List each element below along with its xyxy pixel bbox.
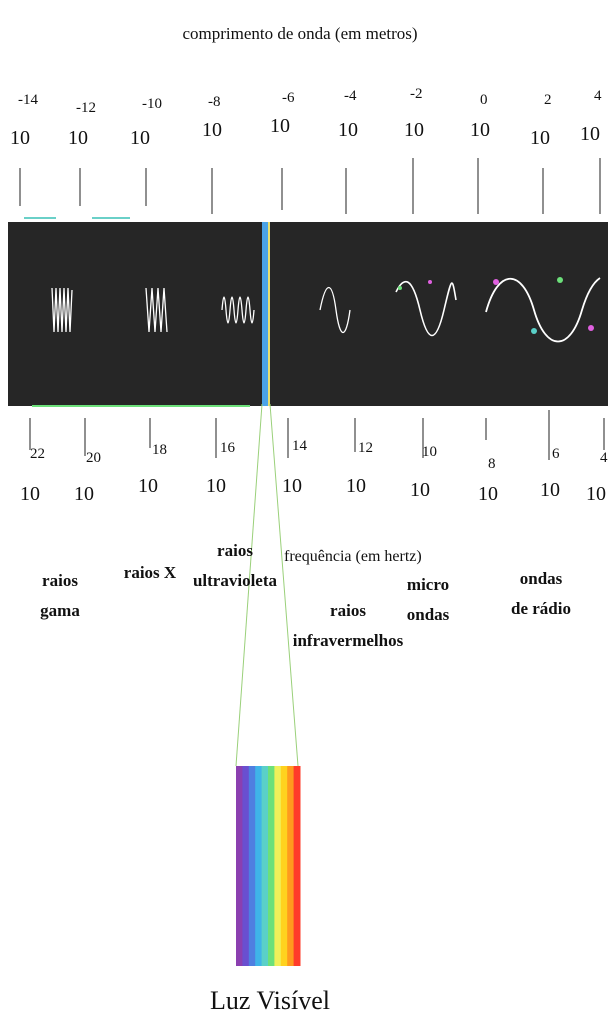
visible-spectrum-stripe bbox=[268, 766, 275, 966]
band-label-xray: raios X bbox=[110, 558, 190, 588]
band-label-line: ondas bbox=[519, 569, 563, 588]
band-label-line: micro bbox=[406, 575, 450, 594]
ir-wave bbox=[319, 287, 351, 333]
visible-spectrum-stripe bbox=[236, 766, 243, 966]
projection-line-right bbox=[269, 403, 299, 767]
wave-dot bbox=[531, 328, 537, 334]
visible-strip bbox=[262, 222, 268, 406]
projection-line-left bbox=[235, 403, 263, 767]
frequency-axis-title: frequência (em hertz) bbox=[284, 548, 422, 565]
wave-dots bbox=[398, 277, 594, 334]
gamma-wave bbox=[51, 287, 73, 333]
visible-spectrum-stripe bbox=[293, 766, 301, 966]
band-label-radio: ondas de rádio bbox=[498, 564, 584, 624]
visible-spectrum-stripe bbox=[287, 766, 295, 966]
band-label-line: de rádio bbox=[511, 599, 571, 618]
visible-strip-edge bbox=[268, 222, 270, 406]
visible-light-spectrum bbox=[236, 766, 301, 966]
band-label-infrared: raios infravermelhos bbox=[290, 596, 406, 656]
band-label-line: ondas bbox=[406, 605, 450, 624]
wave-dot bbox=[557, 277, 563, 283]
waves bbox=[51, 277, 601, 343]
visible-light-label: Luz Visível bbox=[210, 986, 330, 1015]
spectrum-band bbox=[8, 222, 608, 406]
wavelength-axis-title: comprimento de onda (em metros) bbox=[182, 24, 418, 43]
visible-spectrum-stripe bbox=[261, 766, 269, 966]
band-label-line: infravermelhos bbox=[292, 631, 404, 650]
micro-wave bbox=[395, 280, 457, 336]
xray-wave bbox=[145, 287, 168, 333]
band-label-gamma: raios gama bbox=[20, 566, 100, 626]
radio-wave bbox=[485, 277, 601, 343]
band-label-line: gama bbox=[40, 601, 80, 620]
projection-lines bbox=[235, 403, 299, 767]
band-label-line: raios bbox=[330, 601, 366, 620]
wave-dot bbox=[493, 279, 499, 285]
visible-spectrum-stripe bbox=[255, 766, 263, 966]
visible-spectrum-stripe bbox=[280, 766, 288, 966]
band-label-microwave: micro ondas bbox=[398, 570, 458, 630]
visible-spectrum-stripe bbox=[242, 766, 250, 966]
band-label-ultraviolet: raios ultravioleta bbox=[190, 536, 280, 596]
wavelength-ticks bbox=[19, 158, 601, 214]
band-label-line: raios bbox=[217, 541, 253, 560]
band-label-line: raios X bbox=[123, 563, 177, 582]
band-label-line: ultravioleta bbox=[192, 571, 278, 590]
wave-dot bbox=[428, 280, 432, 284]
visible-spectrum-stripe bbox=[248, 766, 256, 966]
band-label-line: raios bbox=[42, 571, 78, 590]
frequency-ticks bbox=[29, 410, 605, 460]
uv-wave bbox=[221, 296, 255, 324]
wave-dot bbox=[398, 286, 402, 290]
wave-dot bbox=[588, 325, 594, 331]
visible-spectrum-stripe bbox=[274, 766, 282, 966]
